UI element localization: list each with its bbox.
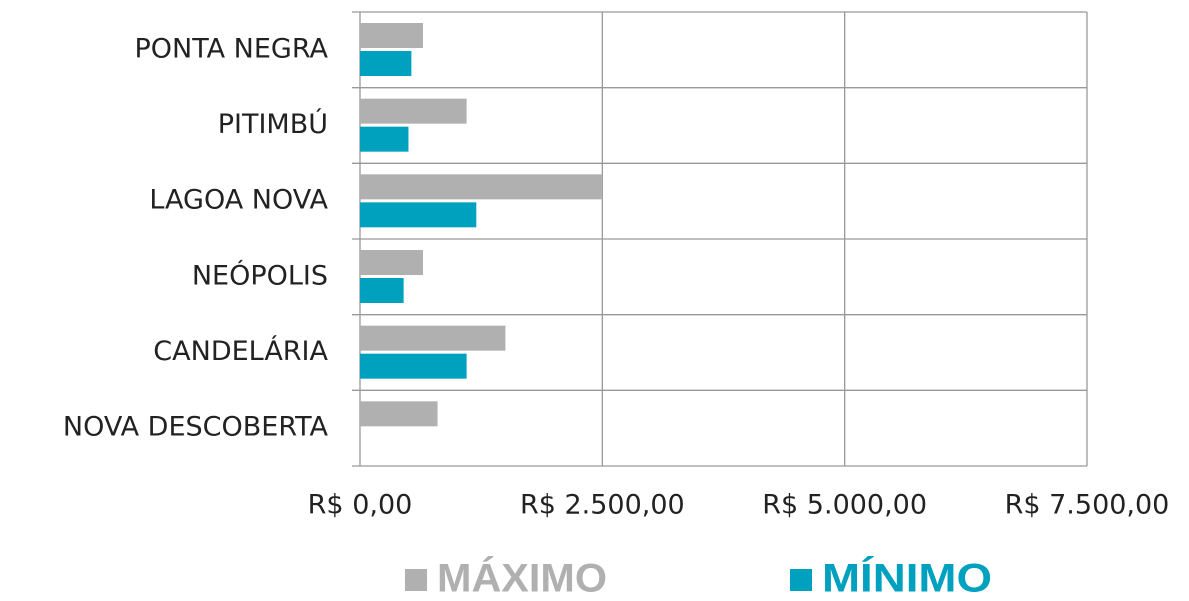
y-tick-label: NEÓPOLIS — [192, 259, 328, 291]
legend-label: MÁXIMO — [437, 556, 607, 597]
x-tick-label: R$ 7.500,00 — [1005, 490, 1170, 521]
bar — [360, 353, 467, 379]
bar — [360, 23, 424, 48]
x-tick-label: R$ 2.500,00 — [520, 490, 685, 521]
y-tick-label: CANDELÁRIA — [153, 335, 328, 367]
y-tick-label: PITIMBÚ — [218, 108, 328, 140]
x-tick-label: R$ 5.000,00 — [762, 490, 927, 521]
bar — [360, 325, 506, 351]
bar — [360, 278, 404, 303]
y-tick-label: NOVA DESCOBERTA — [63, 412, 329, 443]
x-tick-label: R$ 0,00 — [308, 490, 413, 521]
legend-swatch — [405, 569, 427, 591]
bar — [360, 126, 409, 152]
bar — [360, 401, 438, 427]
legend-swatch — [790, 569, 812, 591]
bar — [360, 202, 477, 228]
bar — [360, 51, 412, 76]
bar — [360, 98, 467, 124]
y-tick-label: PONTA NEGRA — [135, 33, 329, 64]
bar — [360, 250, 424, 275]
legend-label: MÍNIMO — [822, 556, 992, 597]
y-tick-label: LAGOA NOVA — [149, 185, 328, 216]
bar — [360, 174, 603, 200]
